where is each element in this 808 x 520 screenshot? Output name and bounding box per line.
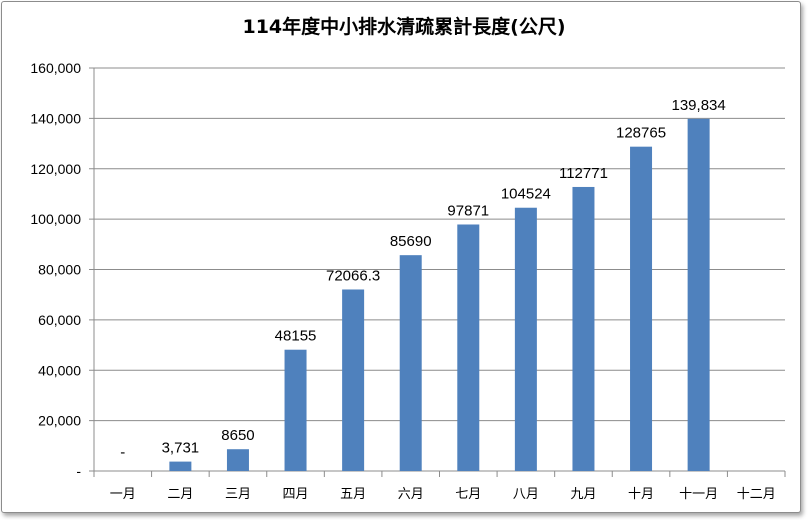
y-tick-label: 140,000 [30,110,81,126]
bar [399,255,422,471]
x-category-label: 三月 [225,487,251,502]
y-tick-label: 60,000 [38,312,81,328]
bar [572,186,595,471]
data-label: 85690 [390,233,432,250]
y-tick-label: - [76,463,81,479]
data-label: 128765 [616,125,666,142]
bar [630,146,653,471]
data-label: 112771 [559,165,608,182]
bar [457,224,480,471]
x-category-label: 十月 [628,487,654,502]
x-category-label: 七月 [455,487,481,502]
data-label: - [120,444,125,461]
data-label: 3,731 [162,440,200,457]
x-category-label: 四月 [283,487,309,502]
y-tick-label: 120,000 [30,161,81,177]
data-label: 48155 [275,328,317,345]
x-category-label: 二月 [167,487,193,502]
y-tick-label: 20,000 [38,413,81,429]
y-tick-label: 160,000 [30,60,81,76]
data-label: 72066.3 [326,267,380,284]
y-tick-label: 80,000 [38,262,81,278]
x-category-label: 十一月 [679,487,718,502]
chart-title: 114年度中小排水清疏累計長度(公尺) [242,16,566,38]
x-category-label: 十二月 [737,487,776,502]
y-tick-label: 40,000 [38,362,81,378]
data-label: 97871 [447,202,489,219]
x-category-label: 六月 [398,487,424,502]
bar [514,207,537,472]
bar [284,349,307,471]
data-label: 139,834 [672,97,726,114]
bar [687,118,710,471]
y-tick-label: 100,000 [30,211,81,227]
bar [169,461,192,471]
data-label: 104524 [501,186,551,203]
x-category-label: 五月 [340,487,366,502]
x-category-label: 九月 [570,487,596,502]
bar [226,449,249,471]
x-category-label: 一月 [110,487,136,502]
x-category-label: 八月 [513,487,539,502]
bar [342,289,365,471]
data-label: 8650 [221,427,254,444]
